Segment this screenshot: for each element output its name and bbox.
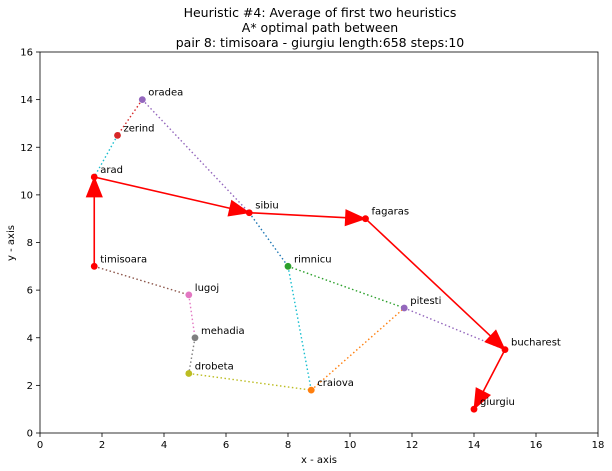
city-point-zerind [114, 131, 121, 139]
title-line-2: A* optimal path between [242, 20, 398, 35]
city-label-drobeta: drobeta [195, 361, 234, 372]
edge-rimnicu-pitesti [287, 265, 405, 309]
city-point-bucharest [501, 346, 509, 354]
title-line-1: Heuristic #4: Average of first two heuri… [184, 5, 457, 20]
city-label-lugoj: lugoj [195, 283, 219, 294]
path-segment-bucharest-giurgiu [482, 349, 506, 392]
city-label-arad: arad [100, 165, 123, 176]
edge-craiova-pitesti [310, 307, 405, 391]
city-point-arad [90, 173, 98, 181]
chart-title: Heuristic #4: Average of first two heuri… [176, 5, 465, 50]
path-arrowhead-fagaras [344, 209, 367, 227]
x-axis-ticks: 0 2 4 6 8 10 12 14 16 18 [37, 433, 605, 451]
path-step-fagaras-bucharest [364, 218, 506, 351]
city-point-fagaras [362, 215, 369, 223]
x-tick-label: 8 [285, 440, 291, 451]
x-axis-label: x - axis [301, 455, 337, 466]
city-label-sibiu: sibiu [255, 201, 278, 212]
city-label-craiova: craiova [317, 378, 354, 389]
path-step-bucharest-giurgiu [473, 349, 506, 411]
title-line-3: pair 8: timisoara - giurgiu length:658 s… [176, 35, 465, 50]
city-point-sibiu [245, 209, 253, 217]
city-point-drobeta [185, 370, 193, 377]
x-tick-label: 14 [468, 440, 481, 451]
city-point-oradea [138, 96, 146, 104]
x-tick-label: 4 [161, 440, 167, 451]
city-point-craiova [307, 386, 315, 394]
x-tick-label: 0 [37, 440, 43, 451]
y-tick-label: 14 [20, 95, 33, 106]
path-arrowhead-giurgiu [473, 387, 492, 411]
y-tick-label: 12 [20, 143, 33, 154]
city-point-mehadia [191, 334, 199, 342]
city-label-mehadia: mehadia [201, 326, 245, 337]
x-tick-label: 6 [223, 440, 229, 451]
city-label-bucharest: bucharest [511, 338, 561, 349]
path-step-timisoara-arad [85, 175, 103, 267]
path-step-sibiu-fagaras [249, 209, 367, 227]
city-labels-layer: oradea zerind arad sibiu fagaras rimnicu timis… [100, 88, 561, 409]
y-tick-label: 0 [27, 429, 33, 440]
city-label-zerind: zerind [124, 123, 155, 134]
city-label-oradea: oradea [148, 88, 183, 99]
path-segment-arad-sibiu [94, 176, 230, 210]
city-label-rimnicu: rimnicu [294, 254, 332, 265]
y-tick-label: 8 [27, 238, 33, 249]
edge-lugoj-mehadia [188, 294, 196, 338]
path-step-arad-sibiu [94, 176, 251, 217]
edge-rimnicu-craiova [287, 266, 312, 391]
city-points-layer [90, 96, 509, 413]
optimal-path-layer [85, 175, 506, 411]
x-tick-label: 12 [406, 440, 419, 451]
y-tick-label: 2 [27, 381, 33, 392]
y-axis-ticks: 0 2 4 6 8 10 12 14 16 [20, 48, 40, 440]
city-point-timisoara [90, 262, 98, 270]
city-point-lugoj [185, 291, 193, 299]
city-label-giurgiu: giurgiu [480, 397, 515, 408]
edge-oradea-zerind [116, 99, 143, 136]
path-segment-sibiu-fagaras [249, 211, 346, 219]
city-point-rimnicu [284, 262, 292, 270]
city-label-timisoara: timisoara [100, 254, 147, 265]
edge-drobeta-craiova [188, 372, 312, 391]
y-tick-label: 4 [27, 333, 33, 344]
x-tick-label: 16 [530, 440, 543, 451]
y-tick-label: 6 [27, 286, 33, 297]
city-label-pitesti: pitesti [410, 296, 441, 307]
y-axis-label: y - axis [6, 225, 17, 261]
city-label-fagaras: fagaras [372, 207, 410, 218]
city-point-giurgiu [470, 405, 478, 413]
y-tick-label: 16 [20, 48, 33, 59]
path-arrowhead-sibiu [227, 199, 251, 217]
x-tick-label: 2 [99, 440, 105, 451]
x-tick-label: 10 [344, 440, 357, 451]
path-segment-fagaras-bucharest [364, 218, 491, 337]
edge-timisoara-lugoj [94, 265, 190, 296]
edge-sibiu-rimnicu [248, 212, 289, 267]
city-point-pitesti [400, 304, 408, 312]
y-tick-label: 10 [20, 190, 33, 201]
path-arrowhead-bucharest [484, 329, 506, 351]
plot-area [40, 52, 598, 433]
x-tick-label: 18 [592, 440, 605, 451]
path-arrowhead-arad [85, 175, 103, 198]
